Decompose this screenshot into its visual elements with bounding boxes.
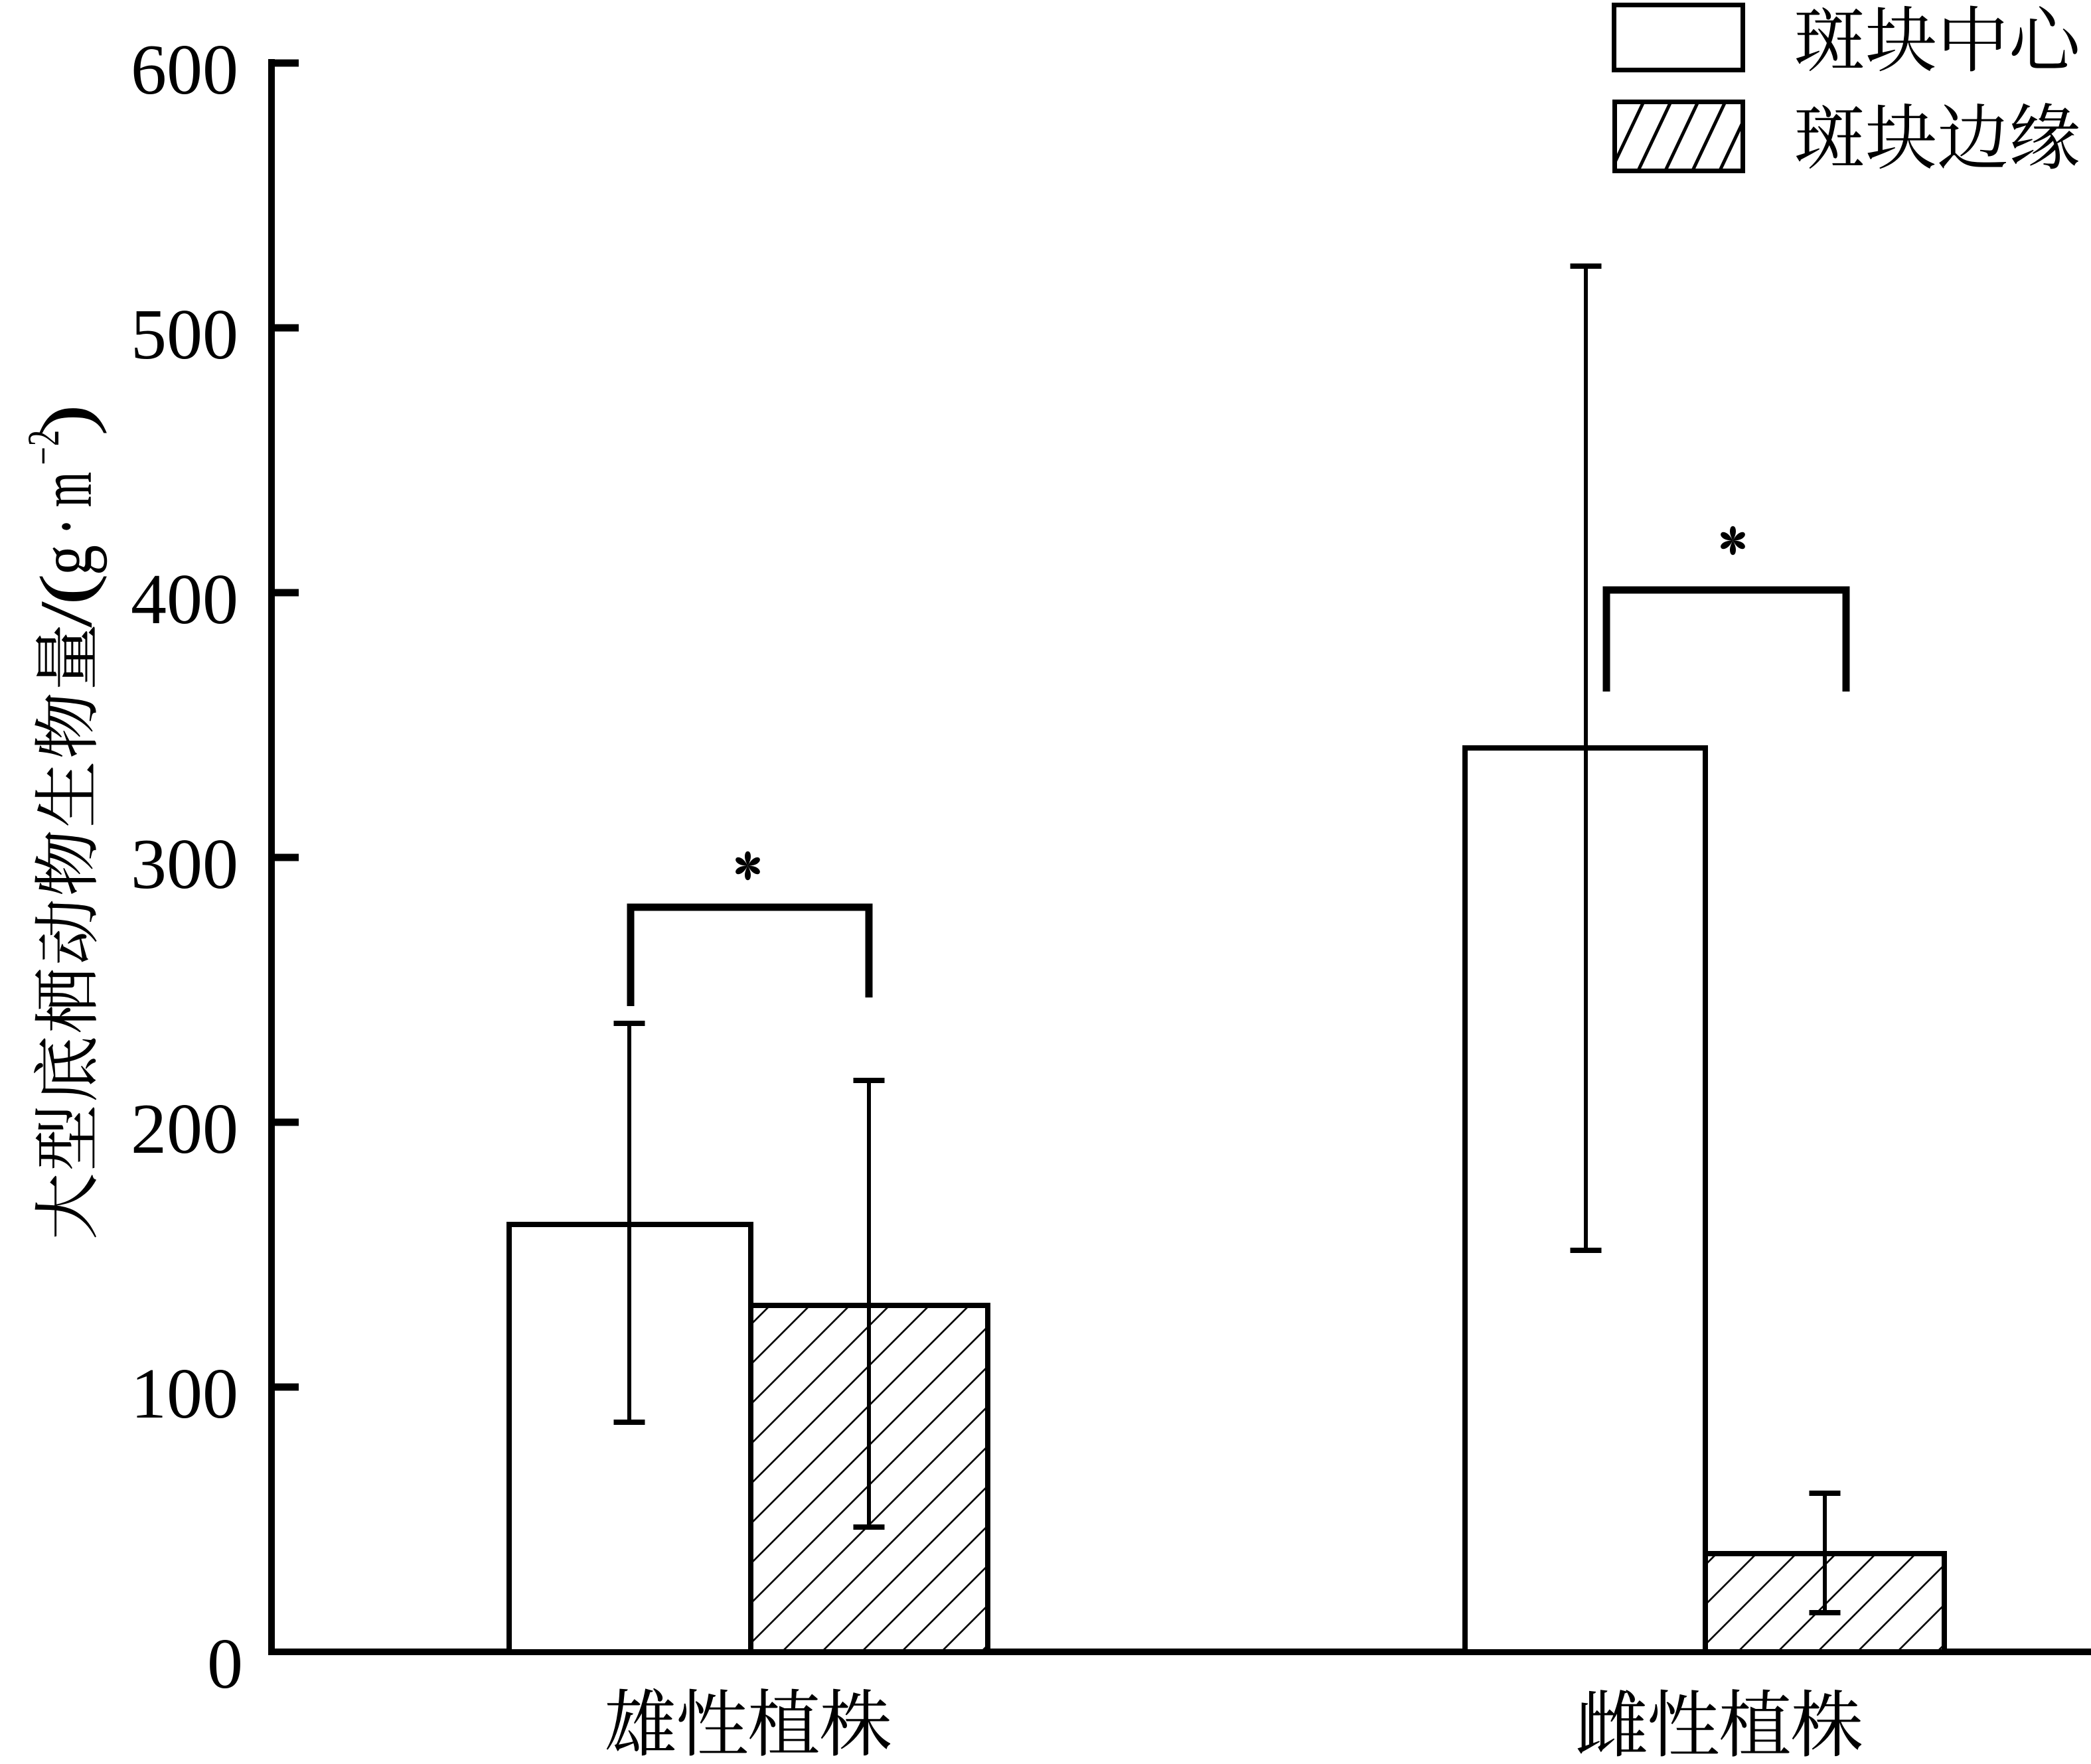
svg-text:): ) [25, 404, 108, 436]
svg-text:2: 2 [18, 430, 68, 446]
svg-text:·: · [25, 517, 108, 536]
svg-text:300: 300 [131, 825, 238, 904]
svg-text:200: 200 [131, 1090, 238, 1169]
svg-text:100: 100 [131, 1355, 238, 1433]
svg-text:g: g [26, 545, 108, 575]
svg-text:(: ( [25, 573, 108, 605]
svg-text:m: m [25, 472, 108, 507]
svg-text:/: / [25, 601, 108, 628]
svg-text:400: 400 [131, 560, 238, 639]
svg-text:0: 0 [207, 1625, 243, 1704]
svg-text:−: − [18, 447, 68, 465]
svg-text:600: 600 [131, 31, 238, 110]
svg-text:500: 500 [131, 295, 238, 374]
